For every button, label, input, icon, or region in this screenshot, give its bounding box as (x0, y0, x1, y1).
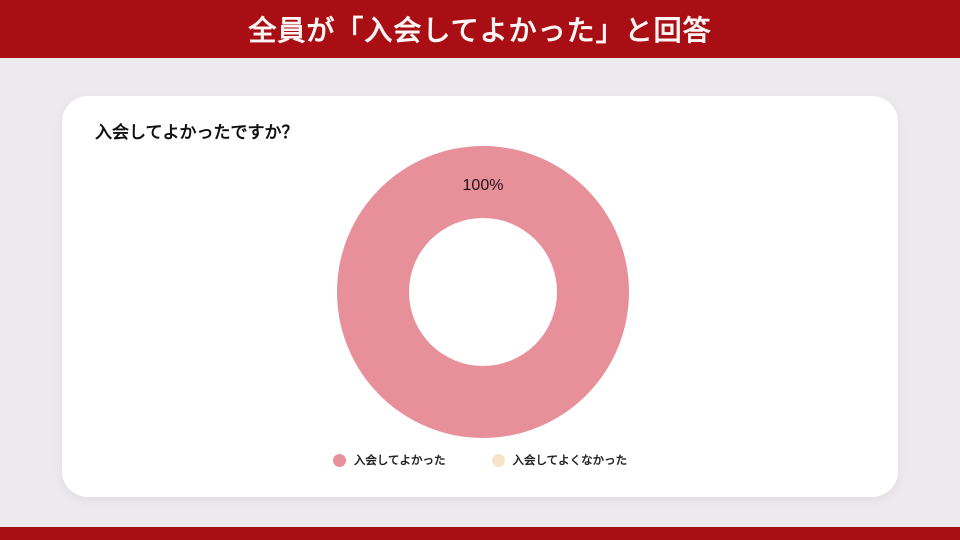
legend-label: 入会してよかった (353, 455, 446, 467)
header-title: 全員が「入会してよかった」と回答 (248, 15, 712, 46)
survey-card: 入会してよかったですか？ 100% 入会してよかった 入会してよくなかった (62, 96, 898, 497)
donut-data-label: 100% (462, 177, 504, 194)
legend-item: 入会してよかった (332, 452, 446, 468)
chart-question-title: 入会してよかったですか？ (95, 123, 299, 142)
donut-hole (409, 218, 557, 366)
footer-accent-bar (0, 527, 960, 540)
legend-item: 入会してよくなかった (491, 452, 628, 468)
legend-dot-icon (332, 453, 346, 467)
header-banner: 全員が「入会してよかった」と回答 (0, 0, 960, 58)
donut-chart: 100% (337, 146, 629, 438)
legend-dot-icon (491, 453, 505, 467)
legend-label: 入会してよくなかった (512, 455, 628, 467)
chart-legend: 入会してよかった 入会してよくなかった (62, 450, 898, 470)
